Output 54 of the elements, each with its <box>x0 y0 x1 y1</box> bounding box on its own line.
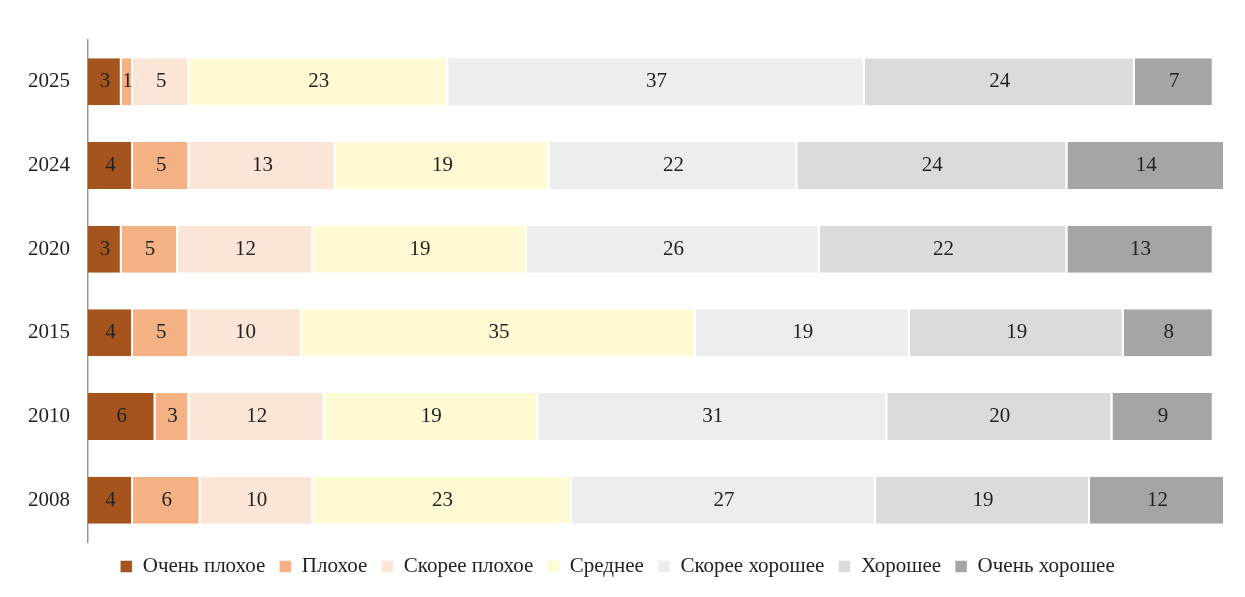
legend-label: Среднее <box>569 553 644 578</box>
data-label: 19 <box>432 152 454 177</box>
data-label: 26 <box>662 235 684 260</box>
data-label: 9 <box>1157 403 1169 428</box>
y-tick-label: 2025 <box>28 68 70 93</box>
data-label: 19 <box>1006 319 1028 344</box>
data-label: 5 <box>155 68 167 93</box>
legend-label: Скорее хорошее <box>680 553 825 578</box>
legend-label: Очень хорошее <box>977 553 1115 578</box>
y-tick-label: 2020 <box>28 235 70 260</box>
data-label: 20 <box>989 403 1011 428</box>
data-label: 6 <box>161 486 173 511</box>
data-label: 24 <box>989 68 1011 93</box>
data-label: 8 <box>1163 319 1174 344</box>
data-label: 12 <box>1146 486 1168 511</box>
data-label: 3 <box>167 403 178 428</box>
y-tick-label: 2024 <box>28 152 71 177</box>
data-label: 13 <box>251 152 273 177</box>
data-label: 5 <box>155 319 167 344</box>
legend-label: Скорее плохое <box>403 553 534 578</box>
data-label: 10 <box>235 319 257 344</box>
data-label: 4 <box>105 486 117 511</box>
data-label: 23 <box>432 486 454 511</box>
data-label: 12 <box>246 403 268 428</box>
legend-label: Очень плохое <box>142 553 266 578</box>
data-label: 23 <box>308 68 330 93</box>
y-tick-label: 2015 <box>28 319 70 344</box>
data-label: 22 <box>933 235 955 260</box>
legend-label: Плохое <box>301 553 368 578</box>
data-label: 12 <box>235 235 257 260</box>
data-label: 19 <box>420 403 442 428</box>
data-label: 4 <box>105 319 117 344</box>
data-label: 3 <box>99 68 111 93</box>
data-label: 37 <box>646 68 667 93</box>
data-label: 27 <box>713 486 735 511</box>
data-label: 24 <box>921 152 944 177</box>
data-label: 6 <box>116 403 128 428</box>
y-tick-label: 2010 <box>28 403 70 428</box>
data-label: 13 <box>1130 235 1152 260</box>
data-label: 10 <box>246 486 268 511</box>
data-label: 19 <box>409 235 431 260</box>
data-label: 5 <box>155 152 167 177</box>
data-label: 35 <box>488 319 510 344</box>
data-label: 5 <box>144 235 156 260</box>
data-label: 4 <box>105 152 117 177</box>
data-label: 31 <box>702 403 724 428</box>
legend-label: Хорошее <box>860 553 942 578</box>
data-label: 14 <box>1135 152 1158 177</box>
y-tick-label: 2008 <box>28 486 70 511</box>
data-label: 19 <box>972 486 994 511</box>
data-label: 3 <box>99 235 111 260</box>
data-label: 19 <box>792 319 814 344</box>
data-label: 22 <box>662 152 684 177</box>
data-label: 7 <box>1169 68 1180 93</box>
